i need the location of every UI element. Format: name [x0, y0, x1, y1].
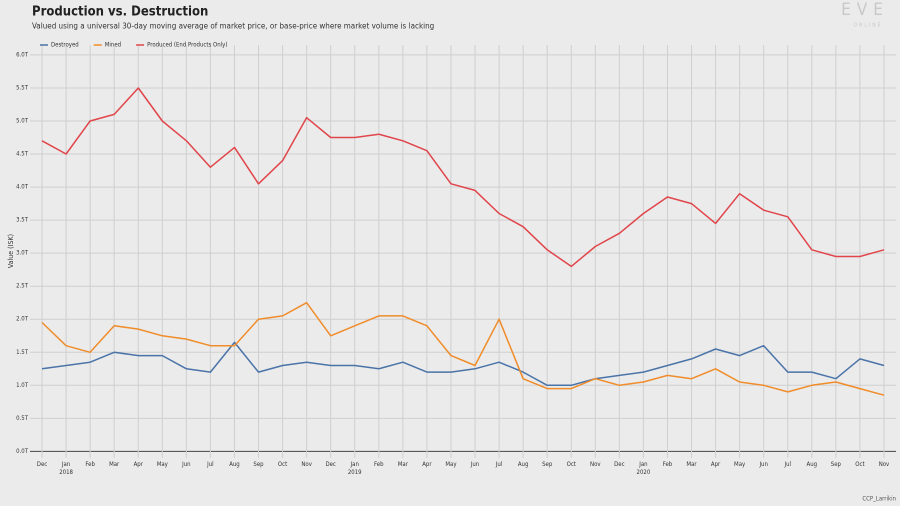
x-tick-label: Sep — [831, 461, 842, 468]
x-tick-label: Aug — [807, 461, 818, 468]
x-tick-label: Jul — [206, 461, 214, 468]
chart-title: Production vs. Destruction — [32, 5, 208, 20]
x-tick-label: Aug — [229, 461, 240, 468]
x-tick-label: Nov — [879, 461, 890, 468]
x-tick-label: Dec — [325, 461, 335, 468]
x-tick-label: Nov — [590, 461, 601, 468]
x-tick-label: Jan 2018 — [59, 461, 73, 476]
y-tick-label: 6.0T — [16, 51, 29, 58]
x-tick-label: Mar — [686, 461, 697, 468]
x-tick-label: Mar — [109, 461, 120, 468]
y-axis-label: Value (ISK) — [7, 234, 15, 268]
x-tick-label: Feb — [374, 461, 384, 468]
series-line — [41, 301, 885, 396]
series-line — [41, 341, 885, 387]
logo-sub: ONLINE — [854, 23, 883, 29]
y-tick-label: 3.0T — [16, 250, 29, 257]
x-tick-label: Sep — [253, 461, 264, 468]
y-tick-label: 1.0T — [16, 382, 29, 389]
x-tick-label: Apr — [711, 461, 721, 468]
x-tick-label: Nov — [301, 461, 312, 468]
x-tick-label: Feb — [85, 461, 95, 468]
y-tick-label: 1.5T — [16, 349, 29, 356]
y-tick-label: 5.5T — [16, 84, 29, 91]
x-tick-label: May — [445, 461, 457, 468]
series-line — [41, 87, 885, 268]
x-tick-label: Oct — [567, 461, 576, 468]
x-tick-label: Mar — [398, 461, 409, 468]
y-tick-label: 2.0T — [16, 316, 29, 323]
y-tick-label: 3.5T — [16, 217, 29, 224]
x-tick-label: Jun — [758, 461, 767, 468]
chart-subtitle: Valued using a universal 30-day moving a… — [32, 22, 434, 31]
y-tick-label: 0.5T — [16, 415, 29, 422]
y-tick-label: 2.5T — [16, 283, 29, 290]
x-tick-label: Jun — [181, 461, 190, 468]
x-tick-label: May — [734, 461, 746, 468]
x-tick-label: Dec — [614, 461, 624, 468]
x-tick-label: Jan 2020 — [637, 461, 651, 476]
plot-area — [30, 45, 896, 458]
x-tick-label: Apr — [134, 461, 144, 468]
y-tick-label: 0.0T — [16, 448, 29, 455]
x-tick-label: Jan 2019 — [348, 461, 362, 476]
x-tick-label: Sep — [542, 461, 553, 468]
x-tick-label: Jun — [470, 461, 479, 468]
y-tick-label: 4.0T — [16, 184, 29, 191]
x-tick-label: Dec — [37, 461, 47, 468]
x-tick-label: May — [157, 461, 169, 468]
x-tick-label: Oct — [278, 461, 287, 468]
x-tick-label: Feb — [663, 461, 673, 468]
legend-label: Destroyed — [51, 42, 79, 49]
x-tick-label: Aug — [518, 461, 529, 468]
x-tick-label: Apr — [422, 461, 432, 468]
x-tick-label: Jul — [495, 461, 503, 468]
y-tick-label: 4.5T — [16, 151, 29, 158]
legend-label: Mined — [105, 42, 121, 49]
legend-label: Produced (End Products Only) — [147, 42, 227, 49]
credit: CCP_Larrikin — [862, 496, 896, 503]
x-tick-label: Oct — [855, 461, 864, 468]
logo: EVE — [841, 0, 889, 20]
x-tick-label: Jul — [783, 461, 791, 468]
y-tick-label: 5.0T — [16, 117, 29, 124]
